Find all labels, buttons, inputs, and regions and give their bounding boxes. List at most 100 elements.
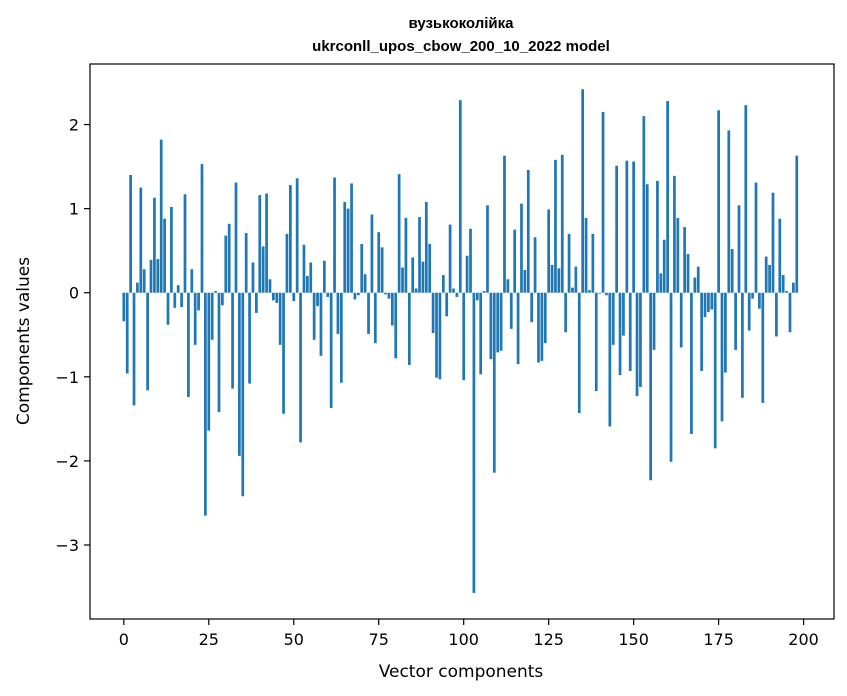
bar-component-27 xyxy=(214,291,217,293)
bar-component-122 xyxy=(537,292,540,363)
bar-component-73 xyxy=(370,214,374,293)
bar-component-140 xyxy=(598,292,602,294)
bar-component-70 xyxy=(360,243,364,293)
y-tick-label: 0 xyxy=(69,284,79,303)
y-tick-label: 1 xyxy=(69,200,79,219)
bar-component-29 xyxy=(221,292,224,306)
bar-component-164 xyxy=(679,292,683,348)
bar-component-124 xyxy=(543,292,547,344)
bar-component-71 xyxy=(363,274,367,293)
bar-component-76 xyxy=(380,247,384,293)
bar-component-90 xyxy=(428,243,432,293)
bar-component-195 xyxy=(785,291,788,293)
bar-component-31 xyxy=(227,223,231,293)
bar-component-129 xyxy=(560,154,564,293)
bar-component-18 xyxy=(183,194,187,293)
bar-component-101 xyxy=(465,255,469,293)
bar-component-132 xyxy=(571,287,574,293)
bar-component-81 xyxy=(397,174,401,293)
bar-component-94 xyxy=(441,275,445,293)
bar-component-37 xyxy=(248,292,251,384)
bar-component-95 xyxy=(445,292,449,317)
bar-component-47 xyxy=(282,292,285,414)
bar-component-198 xyxy=(795,155,799,293)
bar-component-170 xyxy=(700,292,703,371)
bar-component-115 xyxy=(513,229,517,293)
bar-component-3 xyxy=(132,292,136,406)
bar-component-161 xyxy=(669,292,673,462)
bar-component-173 xyxy=(710,292,714,310)
x-tick-label: 100 xyxy=(448,630,479,649)
bar-component-126 xyxy=(550,264,554,293)
bar-component-118 xyxy=(523,270,527,293)
x-axis-ticks: 0 25 50 75 100 125 150 175 200 xyxy=(119,619,819,649)
bar-component-152 xyxy=(639,292,642,387)
bar-component-53 xyxy=(302,244,306,293)
bar-component-175 xyxy=(717,110,720,293)
bar-component-14 xyxy=(170,206,173,293)
bar-component-75 xyxy=(377,232,381,293)
bar-component-93 xyxy=(438,292,442,380)
bar-component-150 xyxy=(632,161,635,293)
bar-component-68 xyxy=(353,292,357,300)
bar-component-109 xyxy=(492,292,496,473)
bar-component-5 xyxy=(139,187,143,293)
bar-component-135 xyxy=(581,89,585,293)
bar-component-172 xyxy=(707,292,710,313)
bar-component-2 xyxy=(129,175,132,293)
bar-component-87 xyxy=(418,217,421,293)
bar-component-102 xyxy=(469,228,472,293)
bar-component-72 xyxy=(367,292,370,334)
bar-component-83 xyxy=(404,217,408,293)
bar-component-46 xyxy=(278,292,282,345)
bar-component-184 xyxy=(747,292,751,331)
bar-component-141 xyxy=(601,111,605,293)
bar-component-62 xyxy=(333,177,336,293)
bar-component-156 xyxy=(652,292,656,350)
bar-component-158 xyxy=(659,273,663,293)
bar-component-148 xyxy=(625,160,629,293)
bar-component-131 xyxy=(567,233,571,293)
bar-component-92 xyxy=(435,292,438,378)
bar-component-16 xyxy=(176,285,180,293)
bar-component-145 xyxy=(615,165,619,293)
bar-component-44 xyxy=(272,292,275,301)
y-tick-label: 2 xyxy=(69,116,79,135)
bar-component-121 xyxy=(533,237,537,293)
bar-component-120 xyxy=(530,292,534,323)
bar-component-20 xyxy=(190,269,194,293)
plot-frame xyxy=(89,63,835,620)
bar-component-179 xyxy=(730,249,734,293)
bar-component-55 xyxy=(309,262,313,293)
bar-component-165 xyxy=(683,227,686,293)
bar-component-143 xyxy=(608,292,612,427)
bar-component-32 xyxy=(231,292,234,389)
bar-component-106 xyxy=(482,291,486,293)
bar-component-30 xyxy=(224,235,228,293)
bar-component-174 xyxy=(713,292,717,449)
bar-component-187 xyxy=(758,292,761,309)
bar-component-149 xyxy=(628,292,632,371)
bar-component-59 xyxy=(322,260,326,293)
x-tick-label: 50 xyxy=(284,630,304,649)
bar-component-153 xyxy=(642,116,646,293)
bar-component-60 xyxy=(326,292,330,297)
bar-component-108 xyxy=(489,292,493,360)
bar-component-146 xyxy=(618,292,622,376)
bar-component-1 xyxy=(125,292,129,374)
bars-group xyxy=(122,89,799,593)
bar-component-17 xyxy=(180,292,183,308)
bar-component-130 xyxy=(564,292,568,333)
bar-component-66 xyxy=(346,208,350,293)
bar-component-28 xyxy=(217,292,221,413)
x-tick-label: 200 xyxy=(788,630,819,649)
bar-component-191 xyxy=(771,192,775,293)
bar-component-128 xyxy=(557,268,561,293)
x-tick-label: 150 xyxy=(618,630,649,649)
bar-component-85 xyxy=(411,257,415,293)
bar-component-138 xyxy=(591,233,595,293)
bar-component-12 xyxy=(163,218,166,293)
bar-component-168 xyxy=(693,277,697,293)
bar-component-176 xyxy=(720,292,724,422)
bar-component-88 xyxy=(421,261,425,293)
